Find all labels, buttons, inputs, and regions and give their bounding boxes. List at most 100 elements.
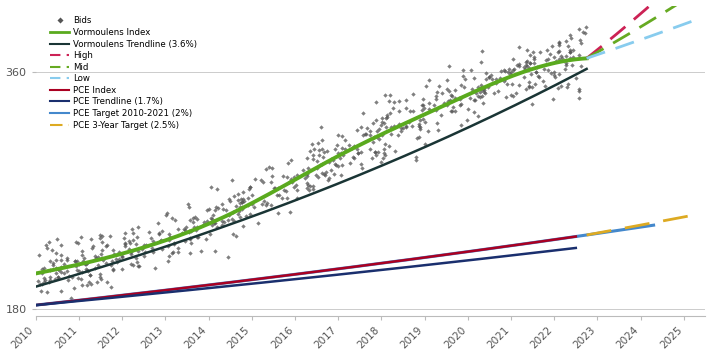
Point [166,215,178,220]
Point [237,199,248,204]
Point [463,106,474,111]
Point [351,127,363,133]
Point [329,161,341,167]
Point [395,128,407,134]
Point [413,121,424,127]
Point [248,204,260,210]
Point [373,136,385,142]
Point [291,172,302,178]
Point [36,281,48,287]
Point [68,285,80,290]
Point [127,262,139,268]
Point [297,167,309,173]
Point [480,70,491,76]
Point [309,146,320,152]
Point [107,267,119,273]
Point [318,149,329,155]
Point [361,125,373,131]
Point [119,230,130,236]
Point [145,235,156,241]
Point [465,95,476,101]
Point [95,251,107,257]
Point [167,249,178,255]
Point [332,163,343,169]
Point [230,233,242,239]
Point [125,261,137,267]
Point [46,247,58,253]
Point [392,132,404,137]
Point [486,76,498,82]
Point [432,127,444,133]
Point [316,161,327,167]
Point [400,105,412,111]
Point [323,177,334,183]
Point [255,177,267,183]
Point [449,88,461,93]
Point [395,125,407,131]
Point [70,240,82,245]
Point [554,48,565,53]
Point [457,73,469,79]
Point [378,150,390,156]
Point [136,246,147,252]
Point [94,232,105,238]
Point [237,224,249,229]
Point [282,160,294,166]
Point [192,235,203,240]
Point [109,251,120,257]
Point [39,277,50,282]
Point [360,131,371,137]
Point [538,66,550,72]
Point [466,87,478,92]
Point [53,274,64,280]
Point [500,94,511,100]
Point [468,75,479,81]
Point [579,31,590,36]
Point [414,125,425,130]
Point [351,147,363,152]
Point [420,83,432,89]
Point [206,222,218,227]
Point [225,198,236,204]
Point [348,156,360,161]
Point [384,143,395,149]
Point [547,96,559,102]
Point [573,86,584,91]
Point [268,185,279,190]
Point [61,257,73,262]
Point [277,195,288,200]
Point [360,131,371,137]
Point [156,246,167,252]
Point [69,258,80,264]
Point [292,195,303,201]
Point [316,137,328,143]
Point [519,64,530,69]
Point [246,193,257,198]
Point [33,278,44,283]
Point [492,88,503,94]
Point [176,230,188,236]
Point [265,203,277,208]
Point [481,77,492,82]
Point [124,246,135,252]
Point [552,49,563,55]
Point [128,230,139,236]
Point [113,249,124,255]
Point [367,139,378,145]
Point [577,30,589,35]
Point [236,204,247,210]
Point [244,184,255,190]
Point [444,88,455,94]
Point [146,245,158,251]
Point [284,209,295,215]
Point [55,264,66,270]
Point [156,237,167,243]
Point [202,207,213,213]
Point [172,226,183,232]
Point [106,284,117,289]
Point [520,59,532,65]
Point [303,187,314,193]
Point [473,84,484,90]
Point [184,250,196,256]
Point [504,71,515,77]
